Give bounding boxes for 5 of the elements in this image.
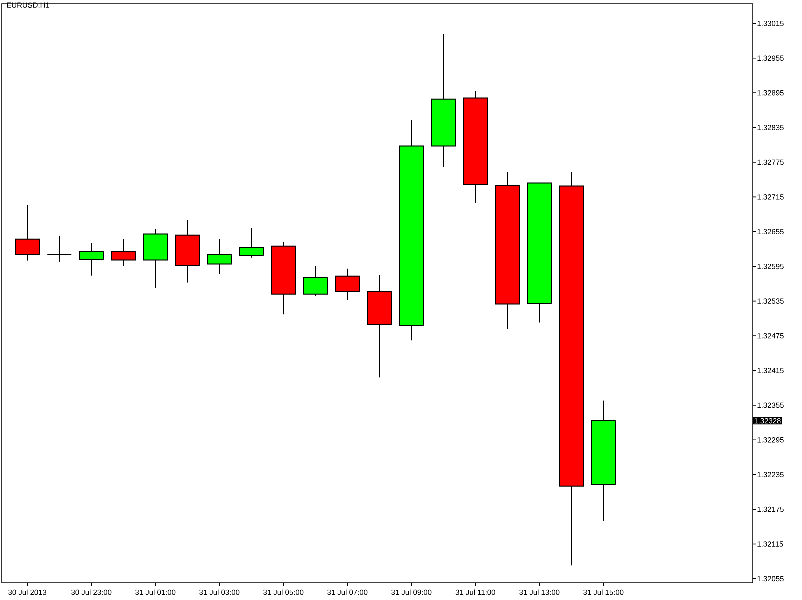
candlestick xyxy=(47,235,72,262)
candlestick xyxy=(79,242,104,276)
candlestick xyxy=(335,268,360,301)
candlestick xyxy=(207,238,232,275)
candlestick xyxy=(239,228,264,258)
